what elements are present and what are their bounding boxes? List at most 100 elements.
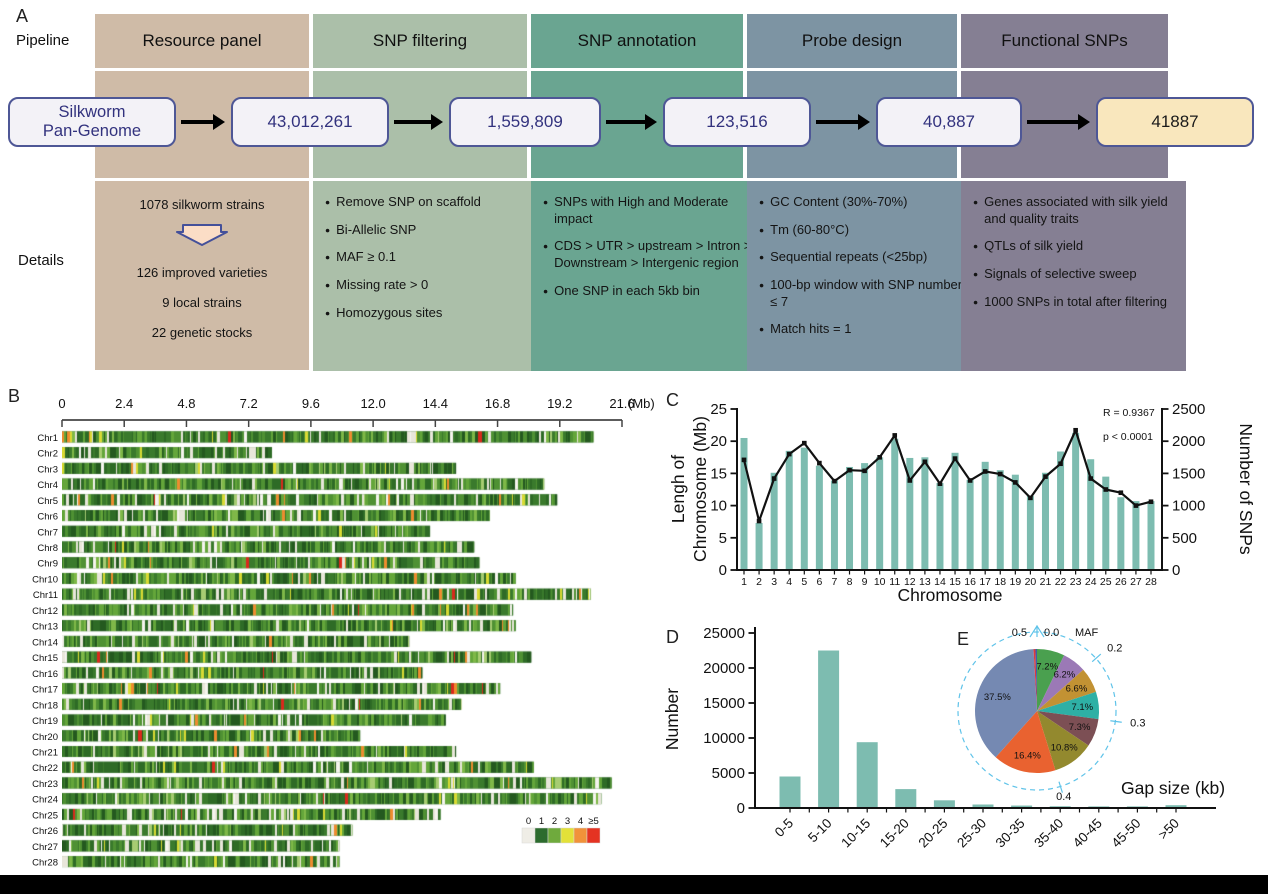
flow-node: 41887 <box>1096 97 1254 147</box>
c-left-tick-label: 15 <box>710 465 727 482</box>
down-arrow-icon <box>176 222 228 253</box>
b-chr-label: Chr18 <box>32 700 58 711</box>
b-chr-label: Chr5 <box>37 496 58 507</box>
c-left-axis-title: Chromosome (Mb) <box>690 416 710 562</box>
b-legend-label: ≥5 <box>588 816 599 827</box>
panel-c-label: C <box>666 390 679 410</box>
b-axis-tick-label: 0 <box>58 396 65 411</box>
c-right-tick-label: 500 <box>1172 530 1197 547</box>
bullet-icon: ● <box>543 197 549 207</box>
pipeline-stage-title: SNP filtering <box>372 31 468 50</box>
b-chr-label: Chr4 <box>37 480 58 491</box>
flow-arrow <box>816 114 870 130</box>
b-legend-swatch <box>547 827 562 844</box>
c-snp-marker <box>801 440 807 446</box>
c-bar <box>861 463 869 570</box>
b-chr-label: Chr23 <box>32 779 58 790</box>
b-legend-label: 3 <box>565 816 570 827</box>
e-ring-tick-label: 0.4 <box>1056 791 1071 803</box>
details-text: Bi-Allelic SNP <box>336 221 417 237</box>
panel-b-label: B <box>8 386 21 406</box>
c-x-tick-label: 3 <box>771 576 777 588</box>
b-chr-label: Chr3 <box>37 464 58 475</box>
details-text: SNPs with High and Moderate impact <box>554 194 729 226</box>
c-x-tick-label: 8 <box>847 576 853 588</box>
b-chr-label: Chr27 <box>32 842 58 853</box>
details-text: 100-bp window with SNP number ≤ 7 <box>770 276 963 309</box>
c-annotation-p: p < 0.0001 <box>1103 431 1153 443</box>
panel-b-density-canvas <box>62 426 628 872</box>
details-item: 9 local strains <box>162 294 242 310</box>
details-row-label: Details <box>18 252 64 269</box>
e-pie-slice <box>1037 711 1099 746</box>
b-chr-label: Chr12 <box>32 606 58 617</box>
pipeline-details-cell: 1078 silkworm strains 126 improved variet… <box>95 181 309 370</box>
bullet-icon: ● <box>543 285 549 296</box>
pipeline-stage-header: Probe design <box>747 14 957 68</box>
e-slice-label: 7.1% <box>1071 702 1093 713</box>
bullet-icon: ● <box>759 324 765 335</box>
c-snp-marker <box>922 459 928 465</box>
c-bar <box>1026 495 1034 570</box>
d-x-tick-label: 45-50 <box>1108 816 1143 851</box>
bullet-icon: ● <box>325 197 331 207</box>
c-annotation-r: R = 0.9367 <box>1103 407 1155 419</box>
b-axis-tick-label: 9.6 <box>302 396 320 411</box>
e-pie-slice <box>995 711 1056 773</box>
details-bullet-item: ● Missing rate > 0 <box>325 277 539 294</box>
c-bar <box>996 470 1004 570</box>
c-x-tick-label: 14 <box>934 576 946 588</box>
details-text: Missing rate > 0 <box>336 276 429 292</box>
b-legend-swatch <box>573 827 588 844</box>
source-node: Silkworm Pan-Genome <box>8 97 176 147</box>
e-ring-top-right-label: 0.0 <box>1044 627 1059 639</box>
b-legend-swatch <box>534 827 549 844</box>
c-x-tick-label: 1 <box>741 576 747 588</box>
d-x-tick-label: 0-5 <box>772 816 796 840</box>
e-pie-slice <box>975 649 1037 758</box>
details-item: 1078 silkworm strains <box>139 197 265 212</box>
c-snp-marker <box>1118 490 1124 496</box>
c-bar <box>1041 472 1049 570</box>
details-bullet-item: ● Match hits = 1 <box>759 321 969 338</box>
b-axis-tick-label: 12.0 <box>360 396 385 411</box>
c-x-tick-label: 27 <box>1130 576 1142 588</box>
c-snp-marker <box>1148 499 1154 505</box>
bullet-icon: ● <box>325 279 331 290</box>
c-snp-marker <box>832 478 837 484</box>
c-snp-marker <box>1133 503 1139 508</box>
bullet-icon: ● <box>759 197 765 207</box>
details-bullet-item: ● Bi-Allelic SNP <box>325 222 539 239</box>
d-bar <box>856 742 878 808</box>
bullet-icon: ● <box>325 224 331 235</box>
e-pie-slice <box>1037 691 1100 720</box>
c-snp-line <box>742 429 1152 523</box>
e-pie-slice <box>1037 711 1089 771</box>
c-snp-marker <box>1058 461 1063 467</box>
b-axis-tick-label: 7.2 <box>240 396 258 411</box>
panel-a-label: A <box>16 6 29 26</box>
e-ring-top-left-label: 0.5 <box>1012 627 1027 639</box>
c-snp-marker <box>862 468 867 474</box>
c-x-tick-label: 13 <box>919 576 931 588</box>
d-y-tick-label: 0 <box>737 800 745 817</box>
bullet-icon: ● <box>759 224 765 235</box>
e-ring-break-icon <box>1029 624 1045 638</box>
b-legend-swatch <box>521 827 536 844</box>
c-x-tick-label: 22 <box>1055 576 1067 588</box>
c-x-tick-label: 12 <box>904 576 916 588</box>
d-x-tick-label: 10-15 <box>838 816 873 851</box>
c-x-tick-label: 9 <box>862 576 868 588</box>
c-bar <box>1102 476 1110 570</box>
details-bullet-item: ● MAF ≥ 0.1 <box>325 249 539 266</box>
c-x-axis-title: Chromosome <box>897 585 1002 605</box>
b-legend-swatch <box>586 827 601 844</box>
c-bar <box>906 457 914 570</box>
pipeline-details-cell: ● GC Content (30%-70%) ● Tm (60-80°C) ● Seque… <box>747 181 975 371</box>
c-x-tick-label: 15 <box>949 576 961 588</box>
c-bar <box>981 461 989 570</box>
c-right-tick-label: 2500 <box>1172 401 1205 418</box>
details-bullet-item: ● Remove SNP on scaffold <box>325 194 539 211</box>
bullet-icon: ● <box>973 268 979 279</box>
